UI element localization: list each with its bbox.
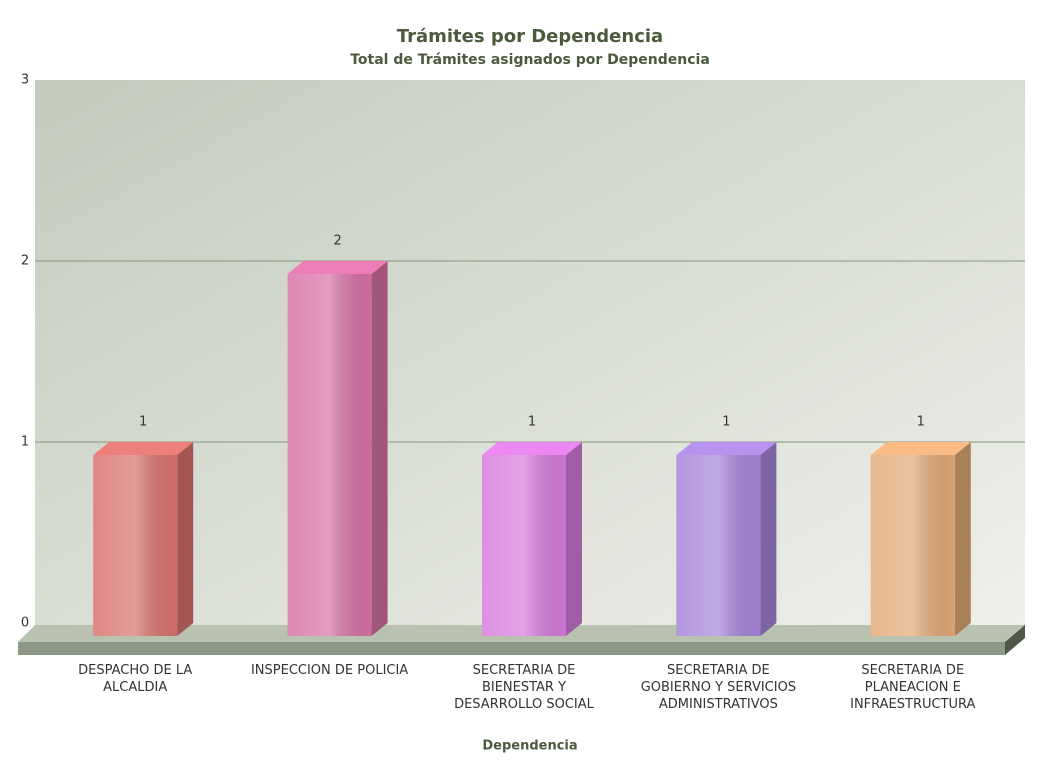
floor-side <box>1005 625 1025 655</box>
bar <box>482 442 582 636</box>
bar-top <box>870 442 971 455</box>
bar-shine <box>93 455 178 636</box>
bar-side <box>371 261 388 636</box>
bar <box>287 261 388 636</box>
y-tick-label: 2 <box>21 254 29 269</box>
chart-subtitle: Total de Trámites asignados por Dependen… <box>350 52 710 68</box>
bar <box>870 442 971 636</box>
bar-top <box>287 261 388 274</box>
data-label: 2 <box>333 234 341 249</box>
bar-top <box>482 442 582 455</box>
data-label: 1 <box>139 415 147 430</box>
x-tick-label: INSPECCION DE POLICIA <box>250 663 409 678</box>
bar-side <box>760 442 777 636</box>
x-tick-label: DESPACHO DE LA ALCALDIA <box>78 663 193 695</box>
chart-title: Trámites por Dependencia <box>397 26 663 47</box>
bar-side <box>566 442 582 636</box>
y-tick-label: 1 <box>21 435 29 450</box>
bar <box>676 442 777 636</box>
data-label: 1 <box>528 415 536 430</box>
bar-shine <box>287 274 372 636</box>
bar-shine <box>870 455 955 636</box>
bar-top <box>93 442 194 455</box>
bar-shine <box>482 455 566 636</box>
bar-shine <box>676 455 761 636</box>
x-tick-label: SECRETARIA DE BIENESTAR Y DESARROLLO SOC… <box>454 663 594 712</box>
data-label: 1 <box>722 415 730 430</box>
bar <box>93 442 194 636</box>
y-tick-label: 0 <box>21 616 29 631</box>
x-tick-label: SECRETARIA DE PLANEACION E INFRAESTRUCTU… <box>850 663 976 712</box>
y-tick-label: 3 <box>21 73 29 88</box>
bar-top <box>676 442 777 455</box>
floor-front <box>18 642 1005 655</box>
x-axis-label: Dependencia <box>482 739 577 754</box>
data-label: 1 <box>917 415 925 430</box>
x-tick-label: SECRETARIA DE GOBIERNO Y SERVICIOS ADMIN… <box>640 663 797 712</box>
bar-side <box>954 442 971 636</box>
bar-side <box>177 442 194 636</box>
